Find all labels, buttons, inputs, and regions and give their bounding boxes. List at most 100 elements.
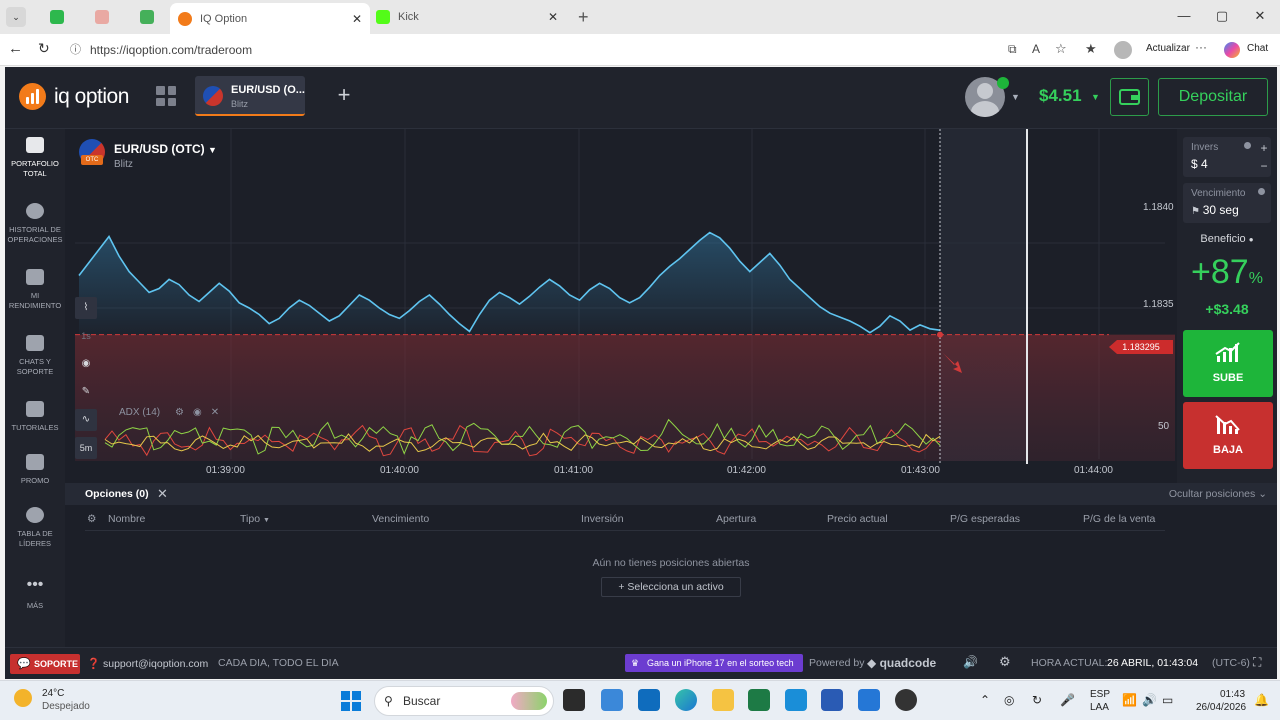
browser-tab-iqoption[interactable]: IQ Option ✕ [170, 3, 370, 34]
profile-icon[interactable] [1114, 41, 1132, 59]
hide-positions-button[interactable]: Ocultar posiciones ⌄ [1169, 488, 1267, 500]
update-button[interactable]: Actualizar [1146, 43, 1190, 54]
quadcode-logo[interactable]: ◆ quadcode [867, 656, 936, 670]
site-info-icon[interactable]: ⓘ [70, 44, 81, 56]
favorites-icon[interactable]: ★ [1085, 41, 1097, 56]
wallet-button[interactable] [1110, 78, 1149, 116]
url-field[interactable]: ⓘ https://iqoption.com/traderoom [64, 38, 1134, 62]
language-indicator[interactable]: ESP [1090, 689, 1111, 700]
outlook-new-icon[interactable] [785, 689, 807, 711]
down-button[interactable]: BAJA [1183, 402, 1273, 469]
chart-canvas[interactable] [65, 129, 1177, 483]
sidebar-item-6[interactable]: PROMO [5, 454, 65, 486]
add-asset-button[interactable]: + [337, 82, 351, 107]
column-header[interactable]: Nombre [108, 513, 146, 525]
tray-chevron-icon[interactable]: ⌃ [980, 693, 991, 707]
sidebar-item-2[interactable]: HISTORIAL DE OPERACIONES [5, 203, 65, 245]
column-header[interactable]: Apertura [716, 513, 757, 525]
chart-asset-name[interactable]: EUR/USD (OTC) ▼ [114, 142, 217, 156]
browser-tab-kick[interactable]: Kick ✕ [376, 5, 566, 29]
file-explorer-icon[interactable] [712, 689, 734, 711]
help-icon[interactable]: ● [1248, 235, 1254, 244]
read-aloud-icon[interactable]: A [1032, 42, 1041, 56]
expiry-field[interactable]: Vencimiento ⚑ 30 seg [1183, 183, 1271, 223]
back-icon[interactable]: ← [8, 40, 23, 57]
minimize-icon[interactable]: — [1177, 8, 1191, 23]
deposit-button[interactable]: Depositar [1158, 78, 1268, 116]
promo-banner[interactable]: ♛ Gana un iPhone 17 en el sorteo tech [625, 654, 803, 672]
sidebar-item-5[interactable]: TUTORIALES [5, 401, 65, 433]
support-button[interactable]: 💬 SOPORTE [10, 654, 80, 674]
app-icon[interactable] [895, 689, 917, 711]
options-tab[interactable]: Opciones (0) [85, 488, 149, 500]
eye-icon[interactable]: ◉ [192, 407, 211, 418]
notepad-icon[interactable] [601, 689, 623, 711]
draw-pencil-icon[interactable]: ✎ [81, 386, 91, 397]
increase-amount-button[interactable]: + [1260, 141, 1268, 155]
column-header[interactable]: P/G de la venta [1083, 513, 1156, 525]
tray-sync-icon[interactable]: ↻ [1032, 693, 1043, 707]
clock-time[interactable]: 01:43 [1220, 689, 1246, 700]
support-email[interactable]: ❓ support@iqoption.com [87, 657, 208, 670]
account-balance[interactable]: $4.51 [1039, 86, 1082, 105]
new-tab-button[interactable]: + [578, 6, 589, 27]
close-tab-icon[interactable]: ✕ [547, 10, 558, 24]
store-icon[interactable] [858, 689, 880, 711]
outlook-icon[interactable] [638, 689, 660, 711]
sidebar-item-4[interactable]: CHATS Y SOPORTE [5, 335, 65, 377]
indicators-icon[interactable]: ∿ [75, 409, 97, 431]
volume-icon[interactable]: 🔊 [1142, 693, 1157, 707]
close-icon[interactable]: ✕ [157, 486, 168, 501]
signals-icon[interactable]: ◉ [81, 358, 91, 369]
chevron-down-icon[interactable]: ▼ [1011, 92, 1020, 102]
browser-tab-1[interactable] [50, 5, 72, 29]
tray-app-icon[interactable]: ◎ [1004, 693, 1015, 707]
windows-start-icon[interactable] [341, 691, 361, 711]
sidebar-item-7[interactable]: TABLA DE LÍDERES [5, 507, 65, 549]
favorite-star-icon[interactable]: ☆ [1055, 41, 1067, 56]
more-menu-icon[interactable]: ··· [1195, 40, 1207, 54]
taskbar-search[interactable]: ⚲ Buscar [374, 686, 554, 716]
edge-icon[interactable] [675, 689, 697, 711]
help-icon[interactable] [1258, 188, 1265, 195]
decrease-amount-button[interactable]: − [1260, 159, 1268, 173]
asset-grid-icon[interactable] [151, 81, 181, 111]
notification-icon[interactable]: 🔔 [1254, 693, 1269, 707]
timeframe-5m-button[interactable]: 5m [75, 437, 97, 459]
battery-icon[interactable]: ▭ [1162, 693, 1174, 707]
sidebar-item-8[interactable]: ••• MÁS [5, 577, 65, 611]
chevron-down-icon[interactable]: ▼ [1091, 92, 1100, 102]
close-icon[interactable]: ✕ [210, 407, 229, 418]
asset-tab-eurusd[interactable]: EUR/USD (O... Blitz [195, 76, 305, 116]
browser-tab-3[interactable] [140, 5, 162, 29]
investment-field[interactable]: Invers $ 4 + − [1183, 137, 1271, 177]
settings-icon[interactable]: ⚙ [87, 513, 97, 525]
column-header[interactable]: Tipo ▼ [240, 513, 270, 525]
weather-widget[interactable]: 24°C Despejado [14, 687, 104, 715]
iqoption-logo[interactable]: iq option [19, 83, 129, 110]
timeframe-1s-button[interactable]: 1s [81, 331, 91, 341]
task-view-icon[interactable] [563, 689, 585, 711]
copilot-icon[interactable] [1224, 42, 1240, 58]
microphone-icon[interactable]: 🎤 [1060, 693, 1075, 707]
select-asset-button[interactable]: + Selecciona un activo [601, 577, 741, 597]
column-header[interactable]: Inversión [581, 513, 624, 525]
reload-icon[interactable]: ↻ [38, 40, 50, 56]
chart-type-icon[interactable]: ⌇ [75, 297, 97, 319]
clock-date[interactable]: 26/04/2026 [1196, 702, 1247, 713]
word-icon[interactable] [821, 689, 843, 711]
tab-list-dropdown[interactable]: ⌄ [6, 7, 26, 27]
browser-tab-2[interactable] [95, 5, 117, 29]
price-chart[interactable]: OTC EUR/USD (OTC) ▼ Blitz ⌇ 1s ◉ ✎ ∿ 5m … [65, 129, 1177, 483]
close-tab-icon[interactable]: ✕ [351, 11, 362, 26]
settings-icon[interactable]: ⚙ [175, 407, 193, 418]
app-install-icon[interactable]: ⧉ [1008, 42, 1017, 56]
column-header[interactable]: Precio actual [827, 513, 888, 525]
sidebar-item-1[interactable]: PORTAFOLIO TOTAL [5, 137, 65, 179]
settings-icon[interactable]: ⚙ [999, 654, 1011, 669]
column-header[interactable]: Vencimiento [372, 513, 430, 525]
close-window-icon[interactable]: ✕ [1254, 8, 1266, 23]
excel-icon[interactable] [748, 689, 770, 711]
sidebar-item-3[interactable]: MI RENDIMIENTO [5, 269, 65, 311]
chat-button[interactable]: Chat [1247, 43, 1269, 54]
